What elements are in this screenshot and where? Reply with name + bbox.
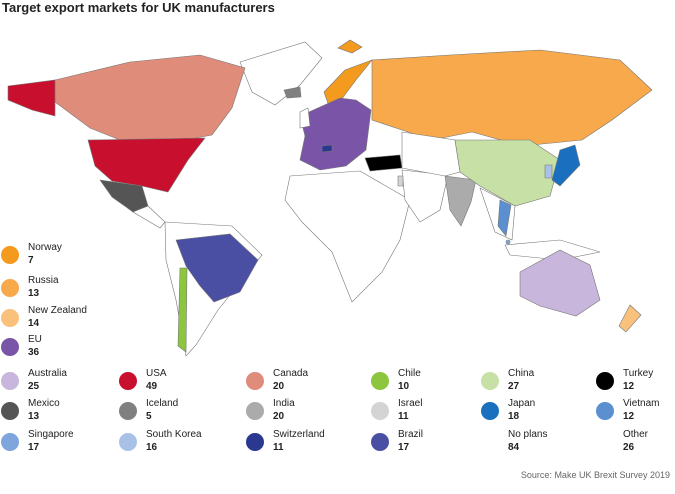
legend-swatch [246,372,264,390]
legend-name: USA [146,368,167,379]
alaska [7,79,56,117]
legend-value: 17 [28,442,40,453]
legend-swatch [371,402,389,420]
legend-value: 16 [146,442,158,453]
legend-swatch [1,433,19,451]
legend-swatch [119,433,137,451]
legend-name: Japan [508,398,535,409]
legend-value: 25 [28,381,40,392]
legend-name: Brazil [398,429,423,440]
legend-value: 10 [398,381,410,392]
legend-value: 12 [623,381,635,392]
legend-name: Canada [273,368,308,379]
usa [87,137,206,193]
legend-swatch [596,372,614,390]
legend-swatch [1,309,19,327]
legend-swatch [1,279,19,297]
legend-swatch [1,402,19,420]
legend-swatch [481,402,499,420]
legend-name: Chile [398,368,421,379]
svalbard [337,39,363,54]
legend-name: Russia [28,275,59,286]
legend-swatch [119,402,137,420]
legend-name: Singapore [28,429,74,440]
legend-value: 26 [623,442,635,453]
central-asia [401,131,461,177]
greenland [239,41,323,106]
legend-name: India [273,398,295,409]
russia [371,49,653,147]
legend-swatch [596,402,614,420]
legend-value: 13 [28,288,40,299]
legend-name: Australia [28,368,67,379]
singapore [505,239,511,245]
legend-swatch [1,338,19,356]
india [444,175,477,227]
legend-value: 27 [508,381,520,392]
legend-value: 11 [398,411,409,422]
world-map [7,39,653,357]
legend-value: 49 [146,381,158,392]
japan [551,144,581,187]
legend-name: Iceland [146,398,178,409]
legend-value: 13 [28,411,40,422]
legend-name: Other [623,429,649,440]
israel [397,175,404,187]
legend-name: South Korea [146,429,202,440]
legend-value: 11 [273,442,284,453]
legend-name: Vietnam [623,398,660,409]
legend-swatch [371,372,389,390]
legend-name: Israel [398,398,422,409]
legend-value: 14 [28,318,40,329]
legend-name: Norway [28,242,62,253]
legend-value: 18 [508,411,520,422]
chile [177,267,188,353]
iceland [283,86,302,99]
brazil [175,233,259,303]
legend-value: 12 [623,411,635,422]
legend: Norway 7 Russia 13 New Zealand 14 EU 36 Australi… [1,242,660,453]
vietnam [497,199,512,237]
legend-name: No plans [508,429,547,440]
switzerland [321,144,333,153]
title: Target export markets for UK manufacture… [2,0,275,15]
indonesia [504,239,601,261]
legend-value: 36 [28,347,40,358]
legend-value: 20 [273,411,285,422]
canada [54,54,246,143]
legend-value: 20 [273,381,285,392]
legend-swatch [1,372,19,390]
middle-east [401,169,449,223]
legend-swatch [246,433,264,451]
uk [299,107,311,129]
legend-value: 5 [146,411,152,422]
australia [519,249,601,317]
legend-name: Turkey [623,368,653,379]
china [454,139,561,207]
turkey [364,154,403,172]
legend-value: 7 [28,255,34,266]
legend-name: New Zealand [28,305,87,316]
legend-swatch [1,246,19,264]
africa [284,170,411,303]
legend-swatch [481,372,499,390]
south-korea [544,164,553,179]
legend-name: EU [28,334,42,345]
legend-swatch [119,372,137,390]
eu [299,97,372,171]
legend-value: 17 [398,442,410,453]
legend-swatch [371,433,389,451]
legend-swatch [246,402,264,420]
legend-name: Switzerland [273,429,325,440]
legend-name: China [508,368,535,379]
legend-name: Mexico [28,398,60,409]
legend-value: 84 [508,442,520,453]
new-zealand [618,304,642,333]
source: Source: Make UK Brexit Survey 2019 [521,470,670,480]
